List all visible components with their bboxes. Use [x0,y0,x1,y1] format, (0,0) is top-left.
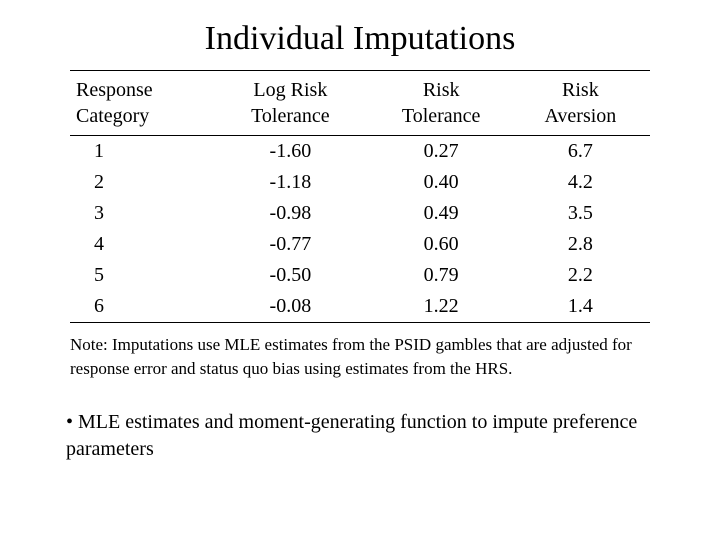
cell-log-risk: -1.60 [209,136,371,168]
col-header-text: Response [76,79,153,101]
col-header-text: Category [76,105,149,127]
cell-log-risk: -0.77 [209,229,371,260]
table-header-row: Response Category Log Risk Tolerance Ris… [70,71,650,136]
col-header-risk-aversion: Risk Aversion [511,71,650,136]
cell-log-risk: -0.98 [209,198,371,229]
cell-risk-avers: 1.4 [511,291,650,322]
table-row: 2 -1.18 0.40 4.2 [70,167,650,198]
table-body: 1 -1.60 0.27 6.7 2 -1.18 0.40 4.2 3 -0.9… [70,136,650,323]
table-row: 1 -1.60 0.27 6.7 [70,136,650,168]
cell-category: 3 [70,198,209,229]
cell-log-risk: -0.50 [209,260,371,291]
cell-risk-tol: 0.49 [372,198,511,229]
imputations-table: Response Category Log Risk Tolerance Ris… [70,71,650,322]
cell-risk-avers: 6.7 [511,136,650,168]
cell-risk-avers: 4.2 [511,167,650,198]
col-header-text: Risk [562,79,599,101]
col-header-log-risk: Log Risk Tolerance [209,71,371,136]
bullet-text: • MLE estimates and moment-generating fu… [66,409,650,463]
cell-risk-tol: 0.27 [372,136,511,168]
cell-category: 6 [70,291,209,322]
cell-risk-avers: 3.5 [511,198,650,229]
table-row: 6 -0.08 1.22 1.4 [70,291,650,322]
table-row: 3 -0.98 0.49 3.5 [70,198,650,229]
col-header-text: Log Risk [253,79,327,101]
cell-log-risk: -1.18 [209,167,371,198]
cell-category: 4 [70,229,209,260]
col-header-text: Tolerance [402,105,481,127]
table-row: 5 -0.50 0.79 2.2 [70,260,650,291]
cell-risk-avers: 2.8 [511,229,650,260]
cell-risk-avers: 2.2 [511,260,650,291]
cell-risk-tol: 1.22 [372,291,511,322]
col-header-text: Risk [423,79,460,101]
cell-log-risk: -0.08 [209,291,371,322]
cell-category: 2 [70,167,209,198]
cell-risk-tol: 0.60 [372,229,511,260]
cell-category: 5 [70,260,209,291]
table-note: Note: Imputations use MLE estimates from… [70,333,650,381]
page-title: Individual Imputations [60,20,660,58]
table-row: 4 -0.77 0.60 2.8 [70,229,650,260]
col-header-text: Tolerance [251,105,330,127]
slide-container: Individual Imputations Response Category… [0,0,720,463]
cell-category: 1 [70,136,209,168]
col-header-risk-tolerance: Risk Tolerance [372,71,511,136]
col-header-text: Aversion [544,105,616,127]
col-header-response: Response Category [70,71,209,136]
cell-risk-tol: 0.40 [372,167,511,198]
imputations-table-wrap: Response Category Log Risk Tolerance Ris… [70,70,650,323]
cell-risk-tol: 0.79 [372,260,511,291]
